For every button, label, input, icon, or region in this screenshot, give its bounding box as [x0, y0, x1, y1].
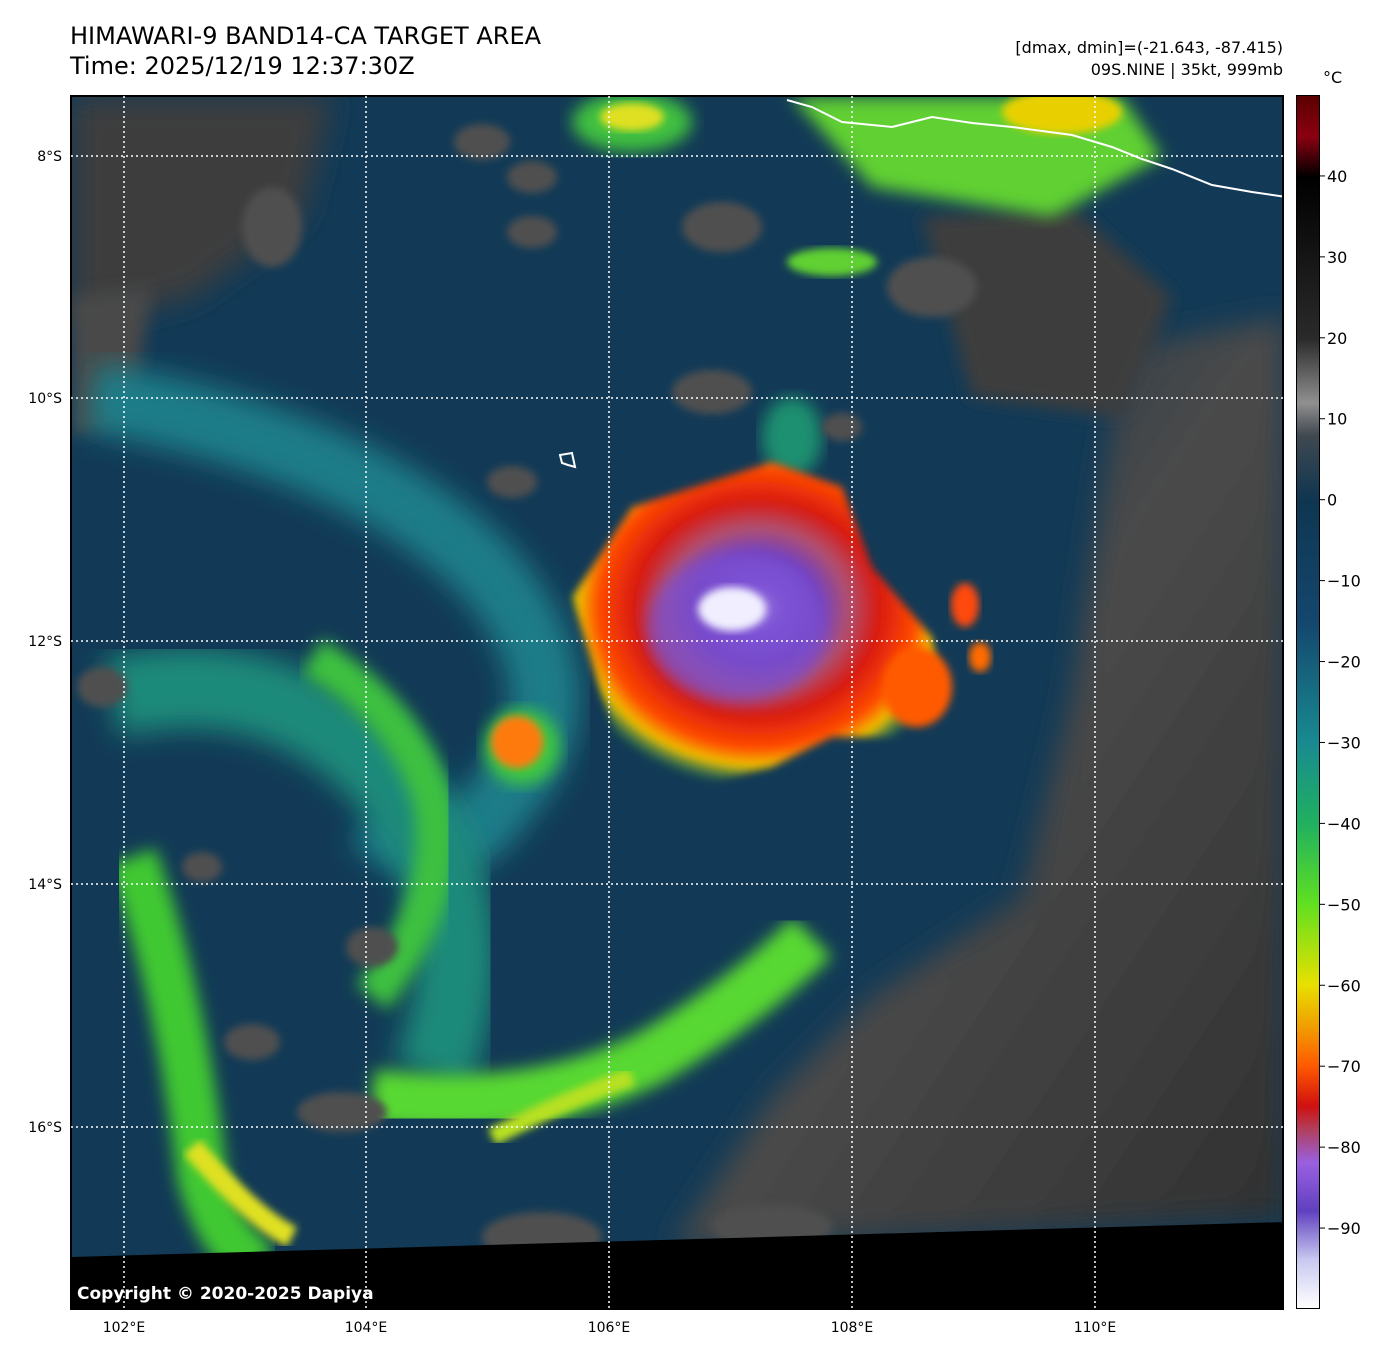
chart-title: HIMAWARI-9 BAND14-CA TARGET AREA — [70, 22, 542, 50]
colorbar-tick-label: 10 — [1327, 410, 1347, 429]
colorbar-tick-label: −40 — [1327, 814, 1361, 833]
lat-label: 12°S — [28, 634, 62, 650]
colorbar-tick-label: 30 — [1327, 248, 1347, 267]
timestamp: Time: 2025/12/19 12:37:30Z — [70, 52, 415, 80]
satellite-image: Copyright © 2020-2025 Dapiya — [70, 95, 1284, 1310]
colorbar-tick-label: 40 — [1327, 167, 1347, 186]
range-label: [dmax, dmin]=(-21.643, -87.415) — [1015, 38, 1283, 57]
lon-label: 106°E — [588, 1320, 631, 1336]
lat-label: 10°S — [28, 391, 62, 407]
colorbar-tick-label: −70 — [1327, 1057, 1361, 1076]
colorbar-ticks: 40 30 20 10 0 −10 −20 −30 −40 −50 −60 −70 −80 −90 — [1320, 167, 1361, 1238]
colorbar-tick-label: 20 — [1327, 329, 1347, 348]
colorbar-tick-label: −50 — [1327, 895, 1361, 914]
lon-label: 102°E — [103, 1320, 146, 1336]
lon-label: 108°E — [831, 1320, 874, 1336]
lon-label: 104°E — [345, 1320, 388, 1336]
colorbar-tick-label: 0 — [1327, 491, 1337, 510]
storm-label: 09S.NINE | 35kt, 999mb — [1090, 60, 1283, 79]
colorbar-tick-label: −10 — [1327, 572, 1361, 591]
colorbar-tick-label: −90 — [1327, 1219, 1361, 1238]
colorbar-tick-label: −80 — [1327, 1138, 1361, 1157]
lat-label: 16°S — [28, 1120, 62, 1136]
lat-label: 14°S — [28, 877, 62, 893]
colorbar — [1296, 95, 1320, 1309]
colorbar-tick-label: −30 — [1327, 733, 1361, 752]
colorbar-tick-label: −20 — [1327, 653, 1361, 672]
lat-label: 8°S — [37, 149, 62, 165]
colorbar-unit: °C — [1323, 68, 1343, 87]
copyright-text: Copyright © 2020-2025 Dapiya — [77, 1284, 374, 1304]
lon-label: 110°E — [1074, 1320, 1117, 1336]
colorbar-tick-label: −60 — [1327, 976, 1361, 995]
